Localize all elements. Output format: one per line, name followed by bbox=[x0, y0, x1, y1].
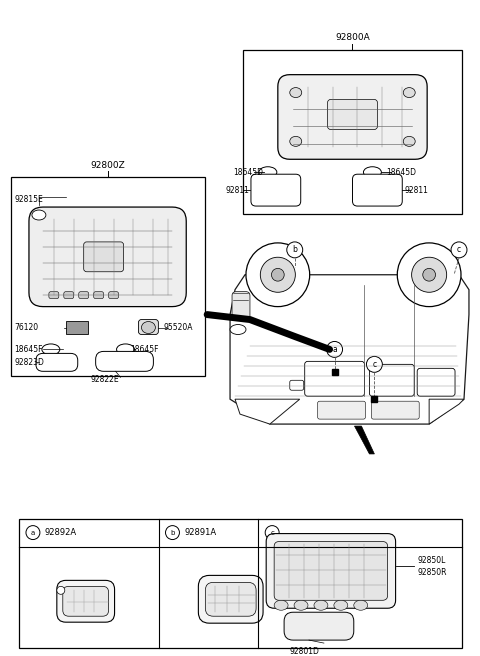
Polygon shape bbox=[355, 426, 374, 454]
Circle shape bbox=[326, 342, 343, 358]
FancyBboxPatch shape bbox=[63, 586, 108, 616]
FancyBboxPatch shape bbox=[29, 207, 186, 306]
Polygon shape bbox=[429, 400, 464, 424]
FancyBboxPatch shape bbox=[290, 380, 304, 390]
Text: a: a bbox=[332, 345, 337, 354]
Text: 18645F: 18645F bbox=[14, 345, 43, 354]
Circle shape bbox=[26, 525, 40, 539]
Ellipse shape bbox=[246, 243, 310, 306]
FancyBboxPatch shape bbox=[205, 583, 256, 616]
Text: c: c bbox=[457, 245, 461, 255]
Text: 18645F: 18645F bbox=[131, 345, 159, 354]
Circle shape bbox=[287, 242, 303, 258]
Ellipse shape bbox=[142, 321, 156, 333]
Text: 18645D: 18645D bbox=[386, 168, 416, 176]
Text: 92892A: 92892A bbox=[45, 528, 77, 537]
Ellipse shape bbox=[423, 268, 435, 281]
Text: c: c bbox=[372, 360, 376, 369]
Ellipse shape bbox=[354, 600, 368, 610]
Ellipse shape bbox=[230, 325, 246, 335]
Ellipse shape bbox=[403, 88, 415, 98]
Ellipse shape bbox=[290, 88, 302, 98]
Text: b: b bbox=[292, 245, 297, 255]
Ellipse shape bbox=[334, 600, 348, 610]
Ellipse shape bbox=[117, 344, 134, 355]
Ellipse shape bbox=[294, 600, 308, 610]
Ellipse shape bbox=[42, 344, 60, 355]
FancyBboxPatch shape bbox=[138, 319, 158, 335]
FancyBboxPatch shape bbox=[251, 174, 301, 206]
Text: 92800Z: 92800Z bbox=[91, 161, 125, 170]
Circle shape bbox=[166, 525, 180, 539]
FancyBboxPatch shape bbox=[328, 100, 377, 129]
Text: a: a bbox=[31, 529, 35, 535]
Text: 18645D: 18645D bbox=[233, 168, 263, 176]
FancyBboxPatch shape bbox=[79, 292, 89, 298]
Ellipse shape bbox=[403, 136, 415, 146]
Ellipse shape bbox=[260, 257, 295, 293]
Bar bbox=[66, 321, 88, 335]
Bar bbox=[11, 177, 205, 377]
Ellipse shape bbox=[272, 268, 284, 281]
Text: 92850R: 92850R bbox=[418, 568, 447, 577]
FancyBboxPatch shape bbox=[305, 361, 364, 396]
Text: 92891A: 92891A bbox=[184, 528, 216, 537]
Text: 92801D: 92801D bbox=[289, 647, 319, 655]
Bar bbox=[19, 519, 462, 648]
FancyBboxPatch shape bbox=[266, 533, 396, 608]
FancyBboxPatch shape bbox=[198, 575, 263, 623]
Polygon shape bbox=[230, 275, 469, 424]
FancyBboxPatch shape bbox=[370, 364, 414, 396]
Ellipse shape bbox=[32, 210, 46, 220]
Circle shape bbox=[451, 242, 467, 258]
FancyBboxPatch shape bbox=[64, 292, 74, 298]
Text: 92811: 92811 bbox=[404, 186, 428, 195]
Polygon shape bbox=[235, 400, 300, 424]
Text: 95520A: 95520A bbox=[163, 323, 193, 332]
Text: c: c bbox=[270, 529, 274, 535]
FancyBboxPatch shape bbox=[372, 401, 419, 419]
FancyBboxPatch shape bbox=[57, 581, 115, 622]
FancyBboxPatch shape bbox=[108, 292, 119, 298]
FancyBboxPatch shape bbox=[274, 542, 388, 600]
Ellipse shape bbox=[57, 586, 65, 594]
FancyBboxPatch shape bbox=[84, 242, 123, 272]
Bar bbox=[243, 50, 462, 214]
FancyBboxPatch shape bbox=[352, 174, 402, 206]
FancyBboxPatch shape bbox=[284, 612, 354, 640]
Text: b: b bbox=[170, 529, 175, 535]
FancyBboxPatch shape bbox=[36, 354, 78, 371]
Ellipse shape bbox=[412, 257, 447, 293]
Text: 92822E: 92822E bbox=[91, 375, 120, 384]
Text: 76120: 76120 bbox=[14, 323, 38, 332]
FancyBboxPatch shape bbox=[417, 368, 455, 396]
Circle shape bbox=[265, 525, 279, 539]
FancyBboxPatch shape bbox=[96, 352, 154, 371]
Ellipse shape bbox=[397, 243, 461, 306]
FancyBboxPatch shape bbox=[49, 292, 59, 298]
Circle shape bbox=[366, 356, 383, 373]
FancyBboxPatch shape bbox=[94, 292, 104, 298]
Ellipse shape bbox=[290, 136, 302, 146]
Ellipse shape bbox=[363, 167, 381, 178]
Ellipse shape bbox=[274, 600, 288, 610]
FancyBboxPatch shape bbox=[232, 292, 250, 319]
Ellipse shape bbox=[259, 167, 277, 178]
Text: 92800A: 92800A bbox=[335, 33, 370, 43]
Text: 92823D: 92823D bbox=[14, 358, 44, 367]
FancyBboxPatch shape bbox=[318, 401, 365, 419]
Text: 92811: 92811 bbox=[225, 186, 249, 195]
FancyBboxPatch shape bbox=[278, 75, 427, 159]
Text: 92815E: 92815E bbox=[14, 195, 43, 203]
Text: 92850L: 92850L bbox=[418, 556, 446, 565]
Ellipse shape bbox=[314, 600, 328, 610]
